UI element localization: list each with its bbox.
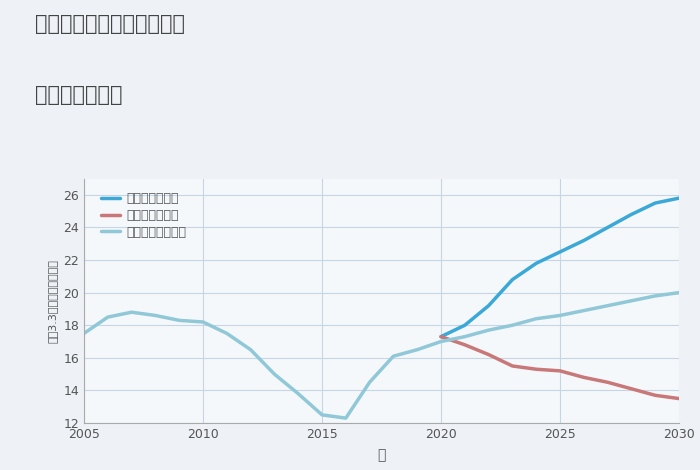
- ノーマルシナリオ: [675, 290, 683, 296]
- ノーマルシナリオ: [270, 371, 279, 377]
- バッドシナリオ: [580, 375, 588, 380]
- バッドシナリオ: [556, 368, 564, 374]
- Line: ノーマルシナリオ: ノーマルシナリオ: [84, 293, 679, 418]
- ノーマルシナリオ: [342, 415, 350, 421]
- ノーマルシナリオ: [175, 318, 183, 323]
- ノーマルシナリオ: [627, 298, 636, 304]
- Line: バッドシナリオ: バッドシナリオ: [441, 337, 679, 399]
- バッドシナリオ: [651, 392, 659, 398]
- ノーマルシナリオ: [461, 334, 469, 339]
- ノーマルシナリオ: [223, 330, 231, 336]
- バッドシナリオ: [603, 379, 612, 385]
- ノーマルシナリオ: [556, 313, 564, 318]
- グッドシナリオ: [603, 225, 612, 230]
- Legend: グッドシナリオ, バッドシナリオ, ノーマルシナリオ: グッドシナリオ, バッドシナリオ, ノーマルシナリオ: [96, 187, 191, 244]
- グッドシナリオ: [461, 322, 469, 328]
- ノーマルシナリオ: [508, 322, 517, 328]
- グッドシナリオ: [556, 249, 564, 255]
- バッドシナリオ: [627, 386, 636, 392]
- ノーマルシナリオ: [151, 313, 160, 318]
- ノーマルシナリオ: [389, 353, 398, 359]
- ノーマルシナリオ: [294, 391, 302, 397]
- ノーマルシナリオ: [580, 308, 588, 313]
- グッドシナリオ: [627, 212, 636, 217]
- ノーマルシナリオ: [413, 347, 421, 352]
- Line: グッドシナリオ: グッドシナリオ: [441, 198, 679, 337]
- ノーマルシナリオ: [532, 316, 540, 321]
- グッドシナリオ: [675, 196, 683, 201]
- ノーマルシナリオ: [318, 412, 326, 418]
- ノーマルシナリオ: [437, 339, 445, 345]
- グッドシナリオ: [484, 303, 493, 308]
- グッドシナリオ: [437, 334, 445, 339]
- バッドシナリオ: [484, 352, 493, 357]
- Text: 土地の価格推移: 土地の価格推移: [35, 85, 122, 105]
- ノーマルシナリオ: [603, 303, 612, 308]
- グッドシナリオ: [508, 277, 517, 282]
- Y-axis label: 坪（3.3㎡）単価（万円）: 坪（3.3㎡）単価（万円）: [48, 259, 57, 343]
- グッドシナリオ: [580, 238, 588, 243]
- ノーマルシナリオ: [246, 347, 255, 352]
- ノーマルシナリオ: [484, 327, 493, 333]
- ノーマルシナリオ: [199, 319, 207, 325]
- ノーマルシナリオ: [651, 293, 659, 299]
- バッドシナリオ: [532, 367, 540, 372]
- グッドシナリオ: [532, 260, 540, 266]
- ノーマルシナリオ: [80, 330, 88, 336]
- ノーマルシナリオ: [104, 314, 112, 320]
- バッドシナリオ: [675, 396, 683, 401]
- バッドシナリオ: [461, 342, 469, 348]
- X-axis label: 年: 年: [377, 448, 386, 462]
- Text: 兵庫県丹波市市島町酒梨の: 兵庫県丹波市市島町酒梨の: [35, 14, 185, 34]
- グッドシナリオ: [651, 200, 659, 206]
- ノーマルシナリオ: [365, 379, 374, 385]
- ノーマルシナリオ: [127, 309, 136, 315]
- バッドシナリオ: [508, 363, 517, 369]
- バッドシナリオ: [437, 334, 445, 339]
